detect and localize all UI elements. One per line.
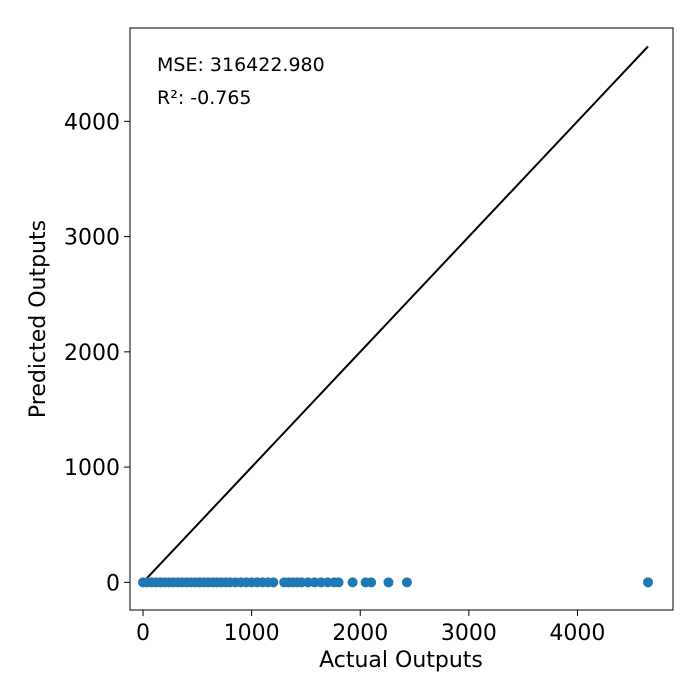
x-tick-label: 2000 (332, 621, 388, 646)
x-axis-ticks: 0 1000 2000 3000 4000 (136, 610, 605, 646)
data-point (383, 577, 394, 588)
data-point (333, 577, 344, 588)
mse-annotation: MSE: 316422.980 (157, 54, 325, 76)
x-axis-label: Actual Outputs (319, 648, 483, 673)
y-tick-label: 2000 (64, 341, 120, 366)
y-tick-label: 1000 (64, 456, 120, 481)
x-tick-label: 1000 (224, 621, 280, 646)
data-point (347, 577, 358, 588)
data-points-layer (138, 577, 654, 588)
y-axis-label: Predicted Outputs (26, 220, 51, 418)
data-point (643, 577, 654, 588)
r2-annotation: R²: -0.765 (157, 87, 252, 109)
y-axis-ticks: 0 1000 2000 3000 4000 (64, 110, 130, 596)
x-tick-label: 3000 (441, 621, 497, 646)
data-point (366, 577, 377, 588)
x-tick-label: 4000 (549, 621, 605, 646)
y-tick-label: 3000 (64, 226, 120, 251)
data-point (401, 577, 412, 588)
plot-frame (129, 27, 674, 611)
y-tick-label: 4000 (64, 110, 120, 135)
reference-line-layer (142, 45, 649, 584)
reference-line (142, 45, 649, 584)
y-tick-label: 0 (106, 571, 120, 596)
x-tick-label: 0 (136, 621, 150, 646)
data-point (268, 577, 279, 588)
